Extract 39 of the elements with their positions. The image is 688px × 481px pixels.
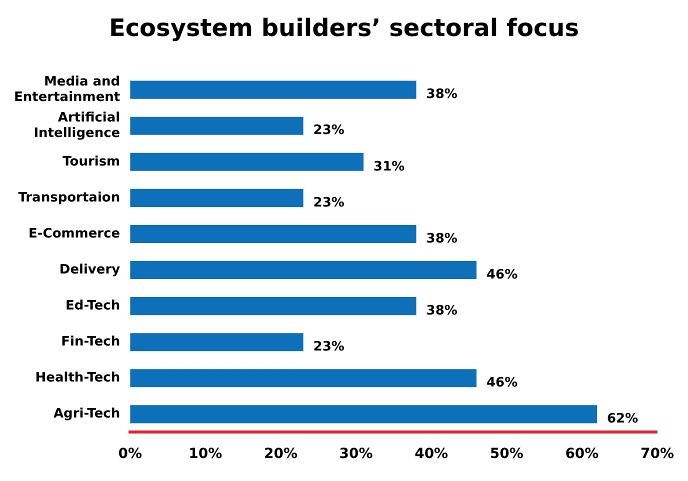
- x-tick-label: 0%: [118, 446, 142, 462]
- bar: [130, 224, 416, 243]
- x-tick-label: 50%: [490, 446, 524, 462]
- data-label: 46%: [486, 267, 518, 282]
- y-tick-label: Health-Tech: [35, 370, 120, 386]
- y-tick-label: Tourism: [62, 154, 120, 170]
- x-tick-label: 30%: [339, 446, 373, 462]
- y-tick-label: Transportaion: [18, 190, 120, 206]
- y-tick-label: Media and Entertainment: [14, 74, 120, 105]
- chart-title: Ecosystem builders’ sectoral focus: [108, 14, 580, 44]
- bar: [130, 333, 304, 352]
- data-label: 23%: [313, 123, 344, 138]
- y-tick-label: Ed-Tech: [66, 298, 120, 314]
- y-tick-label: Artificial Intelligence: [34, 110, 120, 142]
- data-label: 62%: [607, 412, 638, 427]
- data-label: 31%: [374, 159, 405, 174]
- x-tick-label: 70%: [640, 446, 674, 462]
- bar: [130, 152, 364, 171]
- data-label: 38%: [426, 231, 458, 246]
- data-label: 38%: [426, 303, 458, 318]
- y-tick-label: Fin-Tech: [61, 334, 120, 350]
- y-tick-label: Delivery: [59, 262, 121, 278]
- data-label: 38%: [426, 87, 458, 102]
- data-label: 23%: [313, 195, 344, 210]
- data-label: 23%: [313, 339, 344, 354]
- y-tick-label: Agri-Tech: [53, 406, 120, 422]
- y-tick-label: E-Commerce: [28, 226, 120, 242]
- x-tick-label: 40%: [414, 446, 448, 462]
- bar: [130, 188, 304, 207]
- x-tick-label: 10%: [188, 446, 222, 462]
- bar: [130, 116, 304, 135]
- x-tick-label: 20%: [264, 446, 298, 462]
- bar: [130, 261, 477, 280]
- bar: [130, 80, 416, 99]
- x-tick-label: 60%: [565, 446, 599, 462]
- bar: [130, 405, 597, 424]
- bar: [130, 369, 477, 388]
- bar: [130, 297, 416, 316]
- data-label: 46%: [486, 376, 518, 391]
